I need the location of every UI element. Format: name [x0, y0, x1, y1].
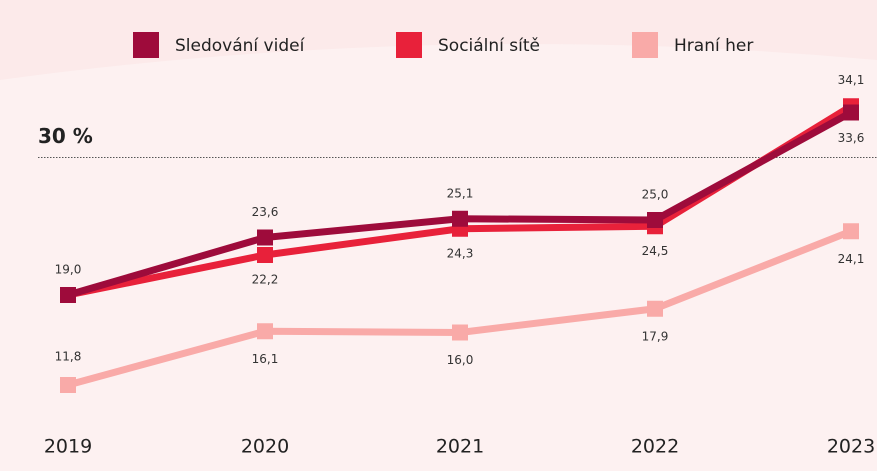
x-tick-label: 2022: [631, 436, 679, 458]
value-label: 22,2: [252, 273, 279, 287]
value-label: 24,3: [447, 246, 474, 260]
point: [843, 104, 859, 121]
point: [257, 247, 273, 263]
value-label: 19,0: [55, 263, 82, 277]
reference-label: 30 %: [38, 124, 93, 148]
value-label: 25,0: [642, 188, 669, 202]
point: [843, 223, 859, 240]
x-tick-label: 2019: [44, 436, 92, 458]
x-tick-label: 2023: [827, 436, 875, 458]
legend-swatch: [396, 32, 422, 58]
x-tick-label: 2021: [436, 436, 484, 458]
value-label: 17,9: [642, 329, 669, 343]
legend-swatch: [632, 32, 658, 58]
value-label: 33,6: [838, 131, 865, 145]
value-label: 24,1: [838, 252, 865, 266]
point: [647, 300, 663, 317]
value-label: 23,6: [252, 205, 279, 219]
point: [60, 287, 76, 303]
legend-swatch: [133, 32, 159, 58]
x-tick-label: 2020: [241, 436, 289, 458]
point: [257, 229, 273, 246]
point: [452, 210, 468, 227]
value-label: 16,1: [252, 352, 279, 366]
value-label: 25,1: [447, 186, 474, 200]
value-label: 16,0: [447, 353, 474, 367]
point: [257, 323, 273, 340]
background-curve: [0, 0, 877, 80]
legend-label: Sledování videí: [175, 36, 306, 56]
value-label: 34,1: [838, 73, 865, 87]
legend-label: Hraní her: [674, 36, 753, 56]
legend-label: Sociální sítě: [438, 36, 540, 56]
value-label: 24,5: [642, 244, 669, 258]
point: [452, 324, 468, 341]
point: [647, 212, 663, 228]
point: [60, 377, 76, 393]
value-label: 11,8: [55, 350, 82, 364]
